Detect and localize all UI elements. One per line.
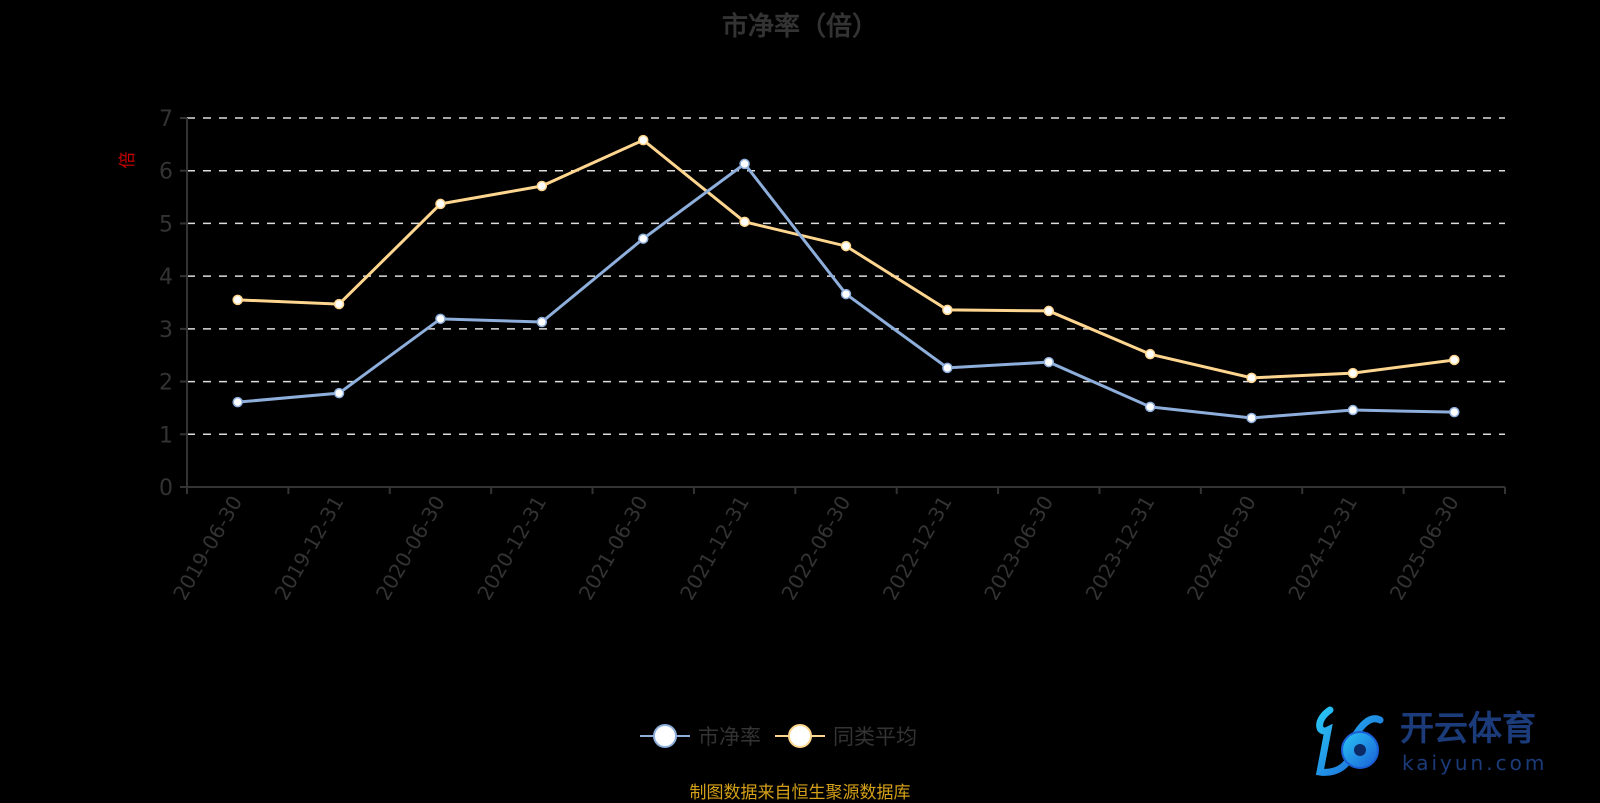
x-tick-label: 2020-06-30 [371,492,450,605]
data-point [1043,356,1055,368]
data-point [333,387,345,399]
legend-item-avg[interactable]: 同类平均 [775,721,917,751]
legend-marker-pb [640,724,690,748]
data-point [1144,401,1156,413]
x-tick-label: 2021-06-30 [574,492,653,605]
x-tick-label: 2024-06-30 [1182,492,1261,605]
data-point [1144,348,1156,360]
data-point [536,316,548,328]
chart-title: 市净率（倍） [721,12,878,42]
data-point [435,313,446,325]
data-point [739,158,750,170]
data-point [1246,372,1257,384]
x-tick-label: 2023-06-30 [979,492,1058,605]
x-tick-label: 2021-12-31 [675,492,754,605]
y-tick-label: 4 [159,265,173,290]
svg-text:开云体育: 开云体育 [1400,709,1536,749]
legend-marker-avg [775,724,825,748]
data-point [232,396,243,408]
y-tick-label: 7 [159,107,173,132]
data-point [1449,406,1460,418]
y-tick-label: 3 [159,318,173,343]
data-point [840,240,852,252]
data-point [942,304,953,316]
data-point [1043,305,1055,317]
data-point [1347,367,1359,379]
data-point [637,233,649,244]
y-tick-label: 6 [159,160,173,185]
data-point [1246,412,1257,424]
data-point [1347,404,1359,416]
x-tick-label: 2020-12-31 [472,492,551,605]
data-point [536,180,548,192]
legend-label-pb: 市净率 [698,725,761,749]
y-tick-label: 2 [159,371,173,396]
x-tick-label: 2022-06-30 [776,492,855,605]
legend: 市净率 同类平均 [640,721,917,751]
kaiyun-logo: 开云体育 kaiyun.com [1315,706,1547,776]
y-tick-label: 5 [159,212,173,237]
y-tick-label: 1 [159,423,173,448]
data-point [435,198,446,210]
legend-item-pb[interactable]: 市净率 [640,721,761,751]
source-footer: 制图数据来自恒生聚源数据库 [689,783,911,803]
svg-text:kaiyun.com: kaiyun.com [1402,751,1547,775]
series-line [237,138,1455,380]
y-tick-label: 0 [159,476,173,501]
x-tick-label: 2025-06-30 [1385,492,1464,605]
x-tick-label: 2024-12-31 [1283,492,1362,605]
data-point [739,216,750,228]
data-point [942,362,953,374]
data-point [637,134,649,146]
x-tick-label: 2019-06-30 [168,492,247,605]
data-point [1449,354,1460,366]
data-point [333,298,345,310]
data-point [840,288,852,300]
y-axis-label: 倍 [118,152,138,169]
x-tick-label: 2022-12-31 [878,492,957,605]
x-tick-label: 2023-12-31 [1081,492,1160,605]
legend-label-avg: 同类平均 [833,725,917,749]
data-point [232,294,243,306]
x-tick-label: 2019-12-31 [270,492,349,605]
